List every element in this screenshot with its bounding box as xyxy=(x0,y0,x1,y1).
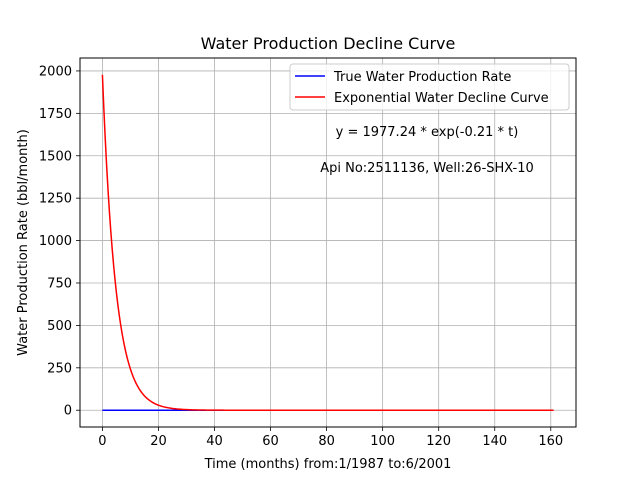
chart-title: Water Production Decline Curve xyxy=(201,34,456,53)
legend-label-decline-curve: Exponential Water Decline Curve xyxy=(334,91,549,106)
series-layer xyxy=(101,74,554,411)
y-tick-label: 500 xyxy=(47,319,72,334)
legend-box xyxy=(289,63,570,111)
well-annotation: Api No:2511136, Well:26-SHX-10 xyxy=(320,161,534,176)
y-tick-label: 0 xyxy=(64,404,72,419)
x-tick-label: 0 xyxy=(98,434,106,449)
legend: True Water Production Rate Exponential W… xyxy=(289,63,570,111)
x-axis-label: Time (months) from:1/1987 to:6/2001 xyxy=(204,457,452,472)
x-tick-label: 80 xyxy=(318,434,335,449)
plot-area xyxy=(80,58,576,427)
x-tick-label: 120 xyxy=(426,434,451,449)
equation-annotation: y = 1977.24 * exp(-0.21 * t) xyxy=(336,125,519,140)
y-tick-label: 2000 xyxy=(39,64,72,79)
y-tick-label: 250 xyxy=(47,361,72,376)
x-tick-label: 40 xyxy=(206,434,223,449)
plot-frame xyxy=(79,57,577,428)
x-tick-label: 60 xyxy=(262,434,279,449)
x-tick-label: 160 xyxy=(538,434,563,449)
y-tick-label: 1750 xyxy=(39,107,72,122)
axis-ticks: 0 20 40 60 80 100 120 140 160 0 250 500 750 1000 1250 1… xyxy=(39,64,563,449)
y-axis-label: Water Production Rate (bbl/month) xyxy=(16,129,31,356)
y-tick-label: 1000 xyxy=(39,234,72,249)
legend-label-true-rate: True Water Production Rate xyxy=(333,70,511,85)
x-tick-label: 140 xyxy=(482,434,507,449)
y-tick-label: 1500 xyxy=(39,149,72,164)
grid-lines xyxy=(80,58,576,427)
series-line-decline-curve xyxy=(101,74,554,411)
x-tick-label: 20 xyxy=(150,434,167,449)
x-tick-label: 100 xyxy=(370,434,395,449)
y-tick-label: 750 xyxy=(47,276,72,291)
y-tick-label: 1250 xyxy=(39,192,72,207)
